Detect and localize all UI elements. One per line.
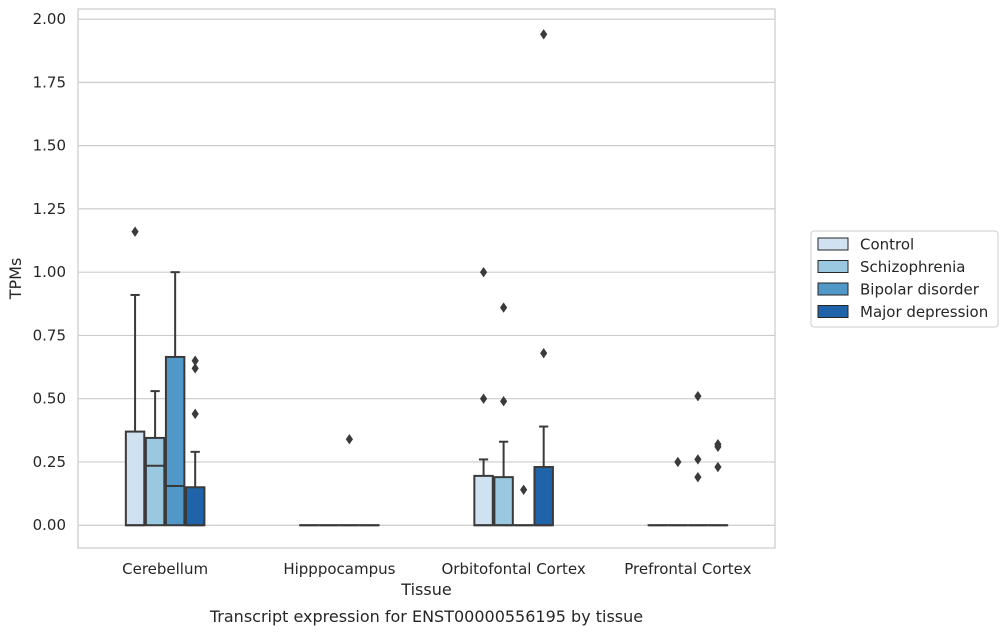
outlier-point (480, 267, 487, 277)
x-tick-label: Cerebellum (122, 560, 208, 578)
outlier-point (192, 409, 199, 419)
x-axis-label: Tissue (400, 580, 451, 599)
box-body (166, 357, 184, 525)
outlier-point (694, 472, 701, 482)
outlier-point (694, 391, 701, 401)
box-schizophrenia (669, 457, 687, 525)
outlier-point (480, 393, 487, 403)
box-body (126, 432, 144, 526)
legend-swatch (818, 306, 848, 318)
x-tick-label: Prefrontal Cortex (624, 560, 751, 578)
y-tick-label: 2.00 (33, 10, 66, 28)
box-bipolar-disorder (340, 434, 358, 525)
y-tick-label: 0.00 (33, 516, 66, 534)
box-bipolar-disorder (689, 391, 707, 525)
box-major-depression (709, 439, 727, 525)
outlier-point (520, 485, 527, 495)
box-body (494, 477, 512, 525)
outlier-point (500, 302, 507, 312)
outlier-point (346, 434, 353, 444)
outlier-point (714, 462, 721, 472)
outlier-point (540, 348, 547, 358)
outlier-point (192, 356, 199, 366)
y-tick-label: 1.00 (33, 263, 66, 281)
y-tick-labels: 0.00 0.25 0.50 0.75 1.00 1.25 1.50 1.75 2.00 (33, 10, 66, 534)
y-tick-label: 1.75 (33, 73, 66, 91)
box-body (186, 487, 204, 525)
box-bipolar-disorder (514, 485, 532, 526)
box-major-depression (534, 29, 552, 525)
x-tick-label: Hipppocampus (283, 560, 395, 578)
y-tick-label: 1.50 (33, 137, 66, 155)
y-tick-label: 1.25 (33, 200, 66, 218)
box-schizophrenia (146, 391, 164, 525)
box-major-depression (186, 356, 204, 526)
legend-swatch (818, 283, 848, 295)
outlier-point (674, 457, 681, 467)
outlier-point (540, 29, 547, 39)
box-body (146, 438, 164, 525)
box-control (474, 267, 492, 525)
outlier-point (500, 396, 507, 406)
x-tick-label: Orbitofontal Cortex (442, 560, 586, 578)
y-tick-label: 0.75 (33, 326, 66, 344)
legend-swatch (818, 261, 848, 273)
legend-entry: Schizophrenia (860, 258, 965, 276)
boxes (126, 29, 727, 525)
legend-entry: Control (860, 236, 914, 254)
box-body (534, 467, 552, 525)
box-body (474, 476, 492, 525)
y-tick-label: 0.25 (33, 453, 66, 471)
legend-swatch (818, 238, 848, 250)
legend: Control Schizophrenia Bipolar disorder Majo… (811, 231, 998, 327)
legend-entry: Major depression (860, 303, 988, 321)
chart-caption: Transcript expression for ENST0000055619… (209, 607, 643, 626)
y-tick-label: 0.50 (33, 390, 66, 408)
outlier-point (131, 226, 138, 236)
y-axis-label: TPMs (6, 258, 25, 301)
x-tick-labels: Cerebellum Hipppocampus Orbitofontal Corte… (122, 560, 751, 578)
legend-entry: Bipolar disorder (860, 281, 980, 299)
box-control (126, 226, 144, 525)
outlier-point (694, 454, 701, 464)
box-bipolar-disorder (166, 272, 184, 525)
